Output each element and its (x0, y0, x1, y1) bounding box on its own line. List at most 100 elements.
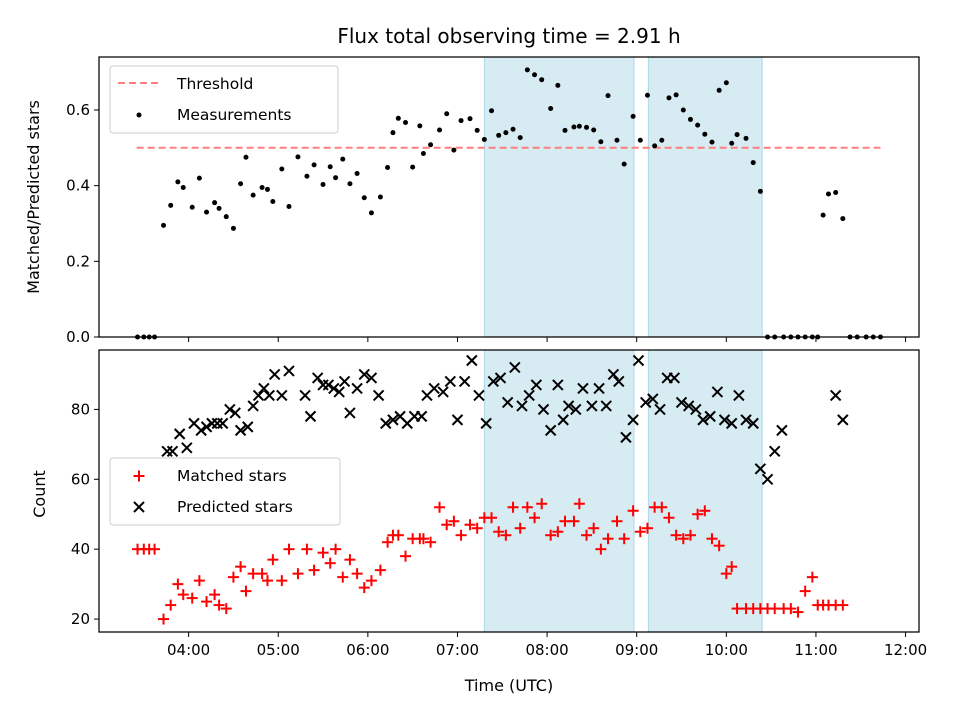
measurement-point (390, 130, 396, 136)
matched-star-marker (235, 561, 247, 573)
measurement-point (467, 116, 473, 122)
bottom-y-tick-label: 40 (71, 540, 90, 558)
matched-star-marker (720, 568, 732, 580)
matched-star-marker (552, 526, 564, 538)
matched-star-marker (500, 529, 512, 541)
matched-star-marker (308, 564, 320, 576)
measurement-point (716, 87, 722, 93)
matched-star-marker (634, 526, 646, 538)
matched-star-marker (149, 543, 161, 555)
measurement-point (666, 95, 672, 101)
measurement-point (204, 209, 210, 215)
predicted-star-marker (344, 407, 356, 419)
predicted-star-marker (632, 354, 645, 367)
matched-star-marker (529, 512, 541, 524)
measurement-point (212, 200, 218, 206)
matched-star-marker (256, 568, 268, 580)
matched-star-marker (692, 508, 704, 520)
measurement-point (451, 147, 457, 153)
matched-star-marker (344, 554, 356, 566)
predicted-star-marker (562, 400, 575, 412)
predicted-star-marker (276, 389, 288, 402)
measurement-point (385, 164, 391, 170)
predicted-star-marker (173, 428, 186, 440)
measurement-point (216, 205, 222, 211)
observing-window-band (647, 349, 763, 633)
predicted-star-marker (530, 379, 543, 391)
matched-star-marker (158, 613, 170, 625)
bottom-legend-box (109, 457, 341, 526)
predicted-star-marker (523, 389, 535, 402)
predicted-star-marker (487, 375, 500, 388)
measurement-point (458, 118, 464, 124)
predicted-star-marker (317, 379, 329, 391)
measurement-point (562, 127, 568, 133)
threshold-legend-label: Threshold (176, 75, 253, 93)
measurement-point (757, 188, 763, 194)
measurement-point (238, 181, 244, 187)
measurement-point (496, 132, 502, 138)
measurement-point (361, 195, 367, 201)
x-tick-label: 10:00 (705, 641, 748, 659)
predicted-star-marker (338, 375, 351, 388)
predicted-star-marker (620, 431, 632, 444)
measurement-point (230, 225, 236, 231)
matched-star-marker (165, 599, 177, 611)
measurement-point (571, 124, 577, 130)
matched-star-marker (670, 529, 682, 541)
matched-star-marker (448, 515, 460, 527)
matched-star-marker (317, 547, 329, 559)
matched-star-marker (324, 557, 336, 569)
measurement-point (333, 175, 339, 181)
matched-star-marker (441, 519, 453, 531)
predicted-star-marker (437, 386, 449, 398)
matched-star-marker (595, 543, 607, 555)
matched-star-marker (186, 592, 198, 604)
matched-star-marker (425, 536, 437, 548)
measurement-point (320, 182, 326, 188)
matched-star-marker (283, 543, 295, 555)
measurement-point (250, 192, 256, 198)
measurement-point (395, 115, 401, 121)
predicted-star-marker (258, 382, 270, 395)
matched-star-marker (201, 596, 213, 608)
matched-star-marker (806, 571, 818, 583)
predicted-star-marker (627, 414, 639, 426)
predicted-star-marker (365, 372, 378, 384)
predicted-star-marker (283, 365, 295, 377)
matched-star-marker (292, 568, 304, 580)
measurement-point (702, 131, 708, 137)
predicted-star-marker (570, 403, 582, 416)
measurements-legend-label: Measurements (177, 106, 292, 124)
predicted-star-marker (351, 382, 363, 395)
x-tick-label: 07:00 (436, 641, 479, 659)
matched-star-marker (799, 585, 811, 597)
measurement-point (286, 203, 292, 209)
predicted-star-marker (428, 382, 440, 395)
measurement-point (428, 142, 434, 148)
measurement-point (444, 111, 450, 117)
predicted-star-marker (654, 403, 666, 416)
matched-star-marker (301, 543, 313, 555)
predicted-star-marker (537, 403, 550, 416)
x-tick-label: 05:00 (257, 641, 300, 659)
predicted-star-marker (216, 417, 229, 430)
predicted-star-marker (557, 414, 569, 426)
observing-window-band (483, 56, 635, 338)
measurement-point (709, 139, 715, 145)
predicted-star-marker (181, 442, 193, 454)
predicted-star-marker (224, 403, 236, 416)
measurement-point (659, 137, 665, 143)
matched-star-marker (713, 540, 725, 552)
matched-star-marker (568, 515, 580, 527)
matched-star-marker (220, 603, 232, 615)
matched-star-marker (514, 522, 526, 534)
measurement-point (687, 116, 693, 122)
bottom-axes-frame (98, 349, 920, 633)
measurement-point (189, 204, 195, 210)
top-y-tick-label: 0.6 (66, 101, 90, 119)
measurement-point (517, 135, 523, 141)
measurement-point (264, 186, 270, 192)
matched-star-marker (399, 550, 411, 562)
predicted-star-marker (501, 396, 514, 409)
